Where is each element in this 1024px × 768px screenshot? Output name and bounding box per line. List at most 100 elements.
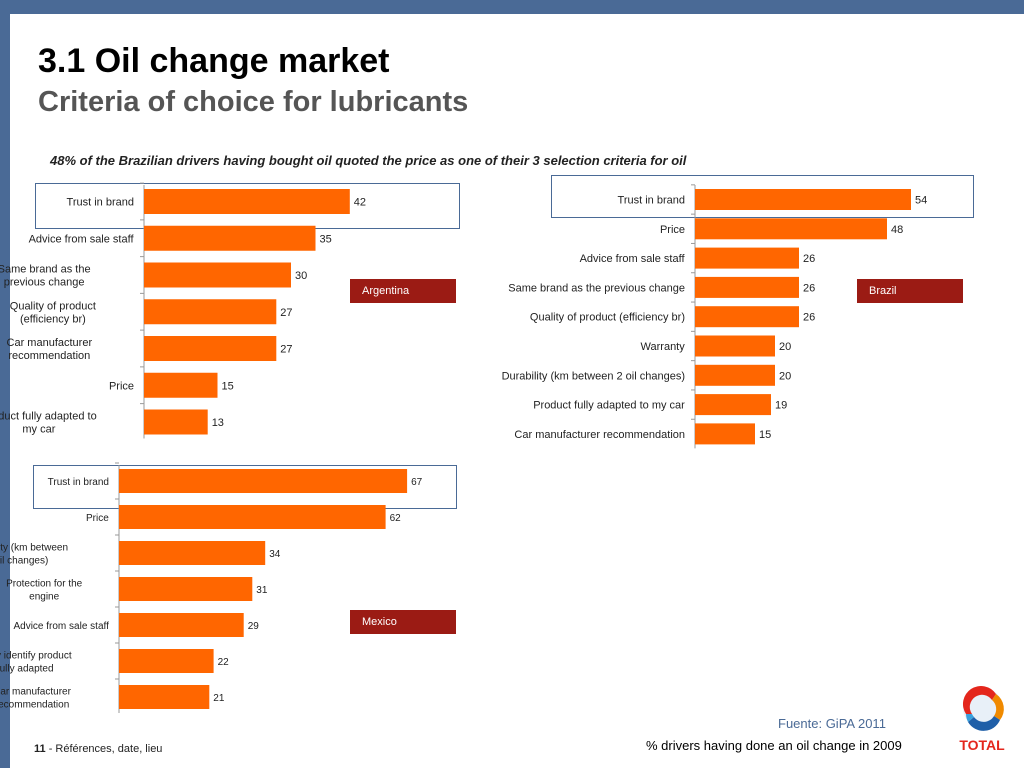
bar-brazil [695, 423, 755, 445]
category-label-line: Trust in brand [48, 477, 109, 488]
category-label-line: Durability (km between [0, 543, 68, 554]
category-label-line: Warranty [641, 341, 686, 353]
bar-mexico [119, 577, 253, 601]
source-note: Fuente: GiPA 2011 [778, 716, 886, 731]
category-label-line: Advice from sale staff [29, 233, 135, 245]
category-label-line: Price [109, 380, 134, 392]
headline: 48% of the Brazilian drivers having boug… [50, 153, 687, 168]
value-label-mexico: 62 [390, 513, 402, 524]
category-label-mexico: Easy identify product fully adapted [0, 651, 72, 675]
category-label-line: 2 oil changes) [0, 556, 48, 567]
bar-brazil [695, 394, 771, 416]
country-badge-mexico: Mexico [350, 610, 456, 634]
bar-brazil [695, 218, 887, 240]
category-label-line: Car manufacturer recommendation [514, 429, 685, 441]
country-badge-brazil: Brazil [857, 279, 963, 303]
category-label-argentina: Car manufacturer recommendation [7, 337, 93, 362]
category-label-line: Same brand as the [0, 264, 91, 276]
bar-mexico [119, 505, 386, 529]
category-label-line: Price [660, 224, 685, 236]
total-logo-text: TOTAL [959, 737, 1005, 753]
category-label-mexico: Protection for the engine [6, 579, 83, 603]
category-label-mexico: Trust in brand [48, 477, 109, 488]
bar-argentina [144, 336, 277, 361]
category-label-line: Product fully adapted to [0, 411, 97, 423]
value-label-brazil: 26 [803, 282, 815, 294]
category-label-line: Price [86, 513, 109, 524]
value-label-brazil: 48 [891, 224, 903, 236]
bar-brazil [695, 276, 799, 298]
category-label-mexico: Advice from sale staff [13, 621, 109, 632]
category-label-line: Quality of product (efficiency br) [530, 312, 685, 324]
category-label-line: Car manufacturer [7, 337, 93, 349]
category-label-argentina: Advice from sale staff [29, 233, 135, 245]
bar-mexico [119, 685, 210, 709]
category-label-argentina: Trust in brand [67, 197, 134, 209]
value-label-mexico: 34 [269, 549, 281, 560]
value-label-brazil: 19 [775, 400, 787, 412]
category-label-line: Quality of product [10, 300, 96, 312]
category-label-line: fully adapted [0, 664, 54, 675]
category-label-line: Advice from sale staff [580, 253, 686, 265]
category-label-line: (efficiency br) [20, 313, 86, 325]
total-logo: TOTAL [952, 684, 1012, 756]
value-label-brazil: 20 [779, 341, 791, 353]
category-label-line: previous change [4, 277, 85, 289]
value-label-argentina: 30 [295, 270, 307, 282]
value-label-argentina: 42 [354, 197, 366, 209]
value-label-mexico: 21 [213, 693, 225, 704]
category-label-brazil: Warranty [641, 341, 686, 353]
value-label-argentina: 15 [222, 380, 234, 392]
bar-argentina [144, 409, 208, 435]
page-subtitle: Criteria of choice for lubricants [38, 86, 469, 118]
category-label-line: Advice from sale staff [13, 621, 109, 632]
value-label-mexico: 22 [218, 657, 230, 668]
category-label-brazil: Same brand as the previous change [508, 282, 685, 294]
value-label-argentina: 27 [280, 307, 292, 319]
category-label-line: Durability (km between 2 oil changes) [502, 370, 685, 382]
top-bar [0, 0, 1024, 14]
category-label-brazil: Trust in brand [618, 195, 685, 207]
category-label-line: Trust in brand [67, 197, 134, 209]
value-label-argentina: 27 [280, 344, 292, 356]
value-label-argentina: 35 [320, 233, 332, 245]
category-label-line: Easy identify product [0, 651, 72, 662]
category-label-line: recommendation [0, 700, 69, 711]
bar-mexico [119, 541, 266, 565]
bar-argentina [144, 225, 316, 251]
bar-mexico [119, 613, 244, 637]
category-label-argentina: Same brand as the previous change [0, 264, 91, 289]
category-label-line: engine [29, 592, 59, 603]
category-label-brazil: Car manufacturer recommendation [514, 429, 685, 441]
bar-brazil [695, 247, 799, 269]
unit-note: % drivers having done an oil change in 2… [646, 738, 902, 753]
bar-brazil [695, 189, 911, 210]
bar-argentina [144, 262, 291, 288]
value-label-brazil: 26 [803, 312, 815, 324]
category-label-brazil: Price [660, 224, 685, 236]
value-label-argentina: 13 [212, 417, 224, 429]
bar-argentina [144, 189, 350, 214]
category-label-argentina: Price [109, 380, 134, 392]
category-label-line: Product fully adapted to my car [533, 400, 685, 412]
bar-mexico [119, 649, 214, 673]
value-label-brazil: 26 [803, 253, 815, 265]
value-label-mexico: 29 [248, 621, 260, 632]
left-bar [0, 14, 10, 768]
page-number: 11 [34, 743, 46, 755]
category-label-argentina: Quality of product (efficiency br) [10, 300, 96, 325]
value-label-brazil: 20 [779, 370, 791, 382]
category-label-line: Car manufacturer [0, 687, 72, 698]
category-label-line: Protection for the [6, 579, 83, 590]
category-label-line: my car [22, 424, 55, 436]
category-label-mexico: Durability (km between 2 oil changes) [0, 543, 68, 567]
bar-brazil [695, 306, 799, 328]
bar-brazil [695, 335, 775, 357]
bar-mexico [119, 469, 408, 493]
value-label-brazil: 54 [915, 195, 927, 207]
category-label-brazil: Advice from sale staff [580, 253, 686, 265]
